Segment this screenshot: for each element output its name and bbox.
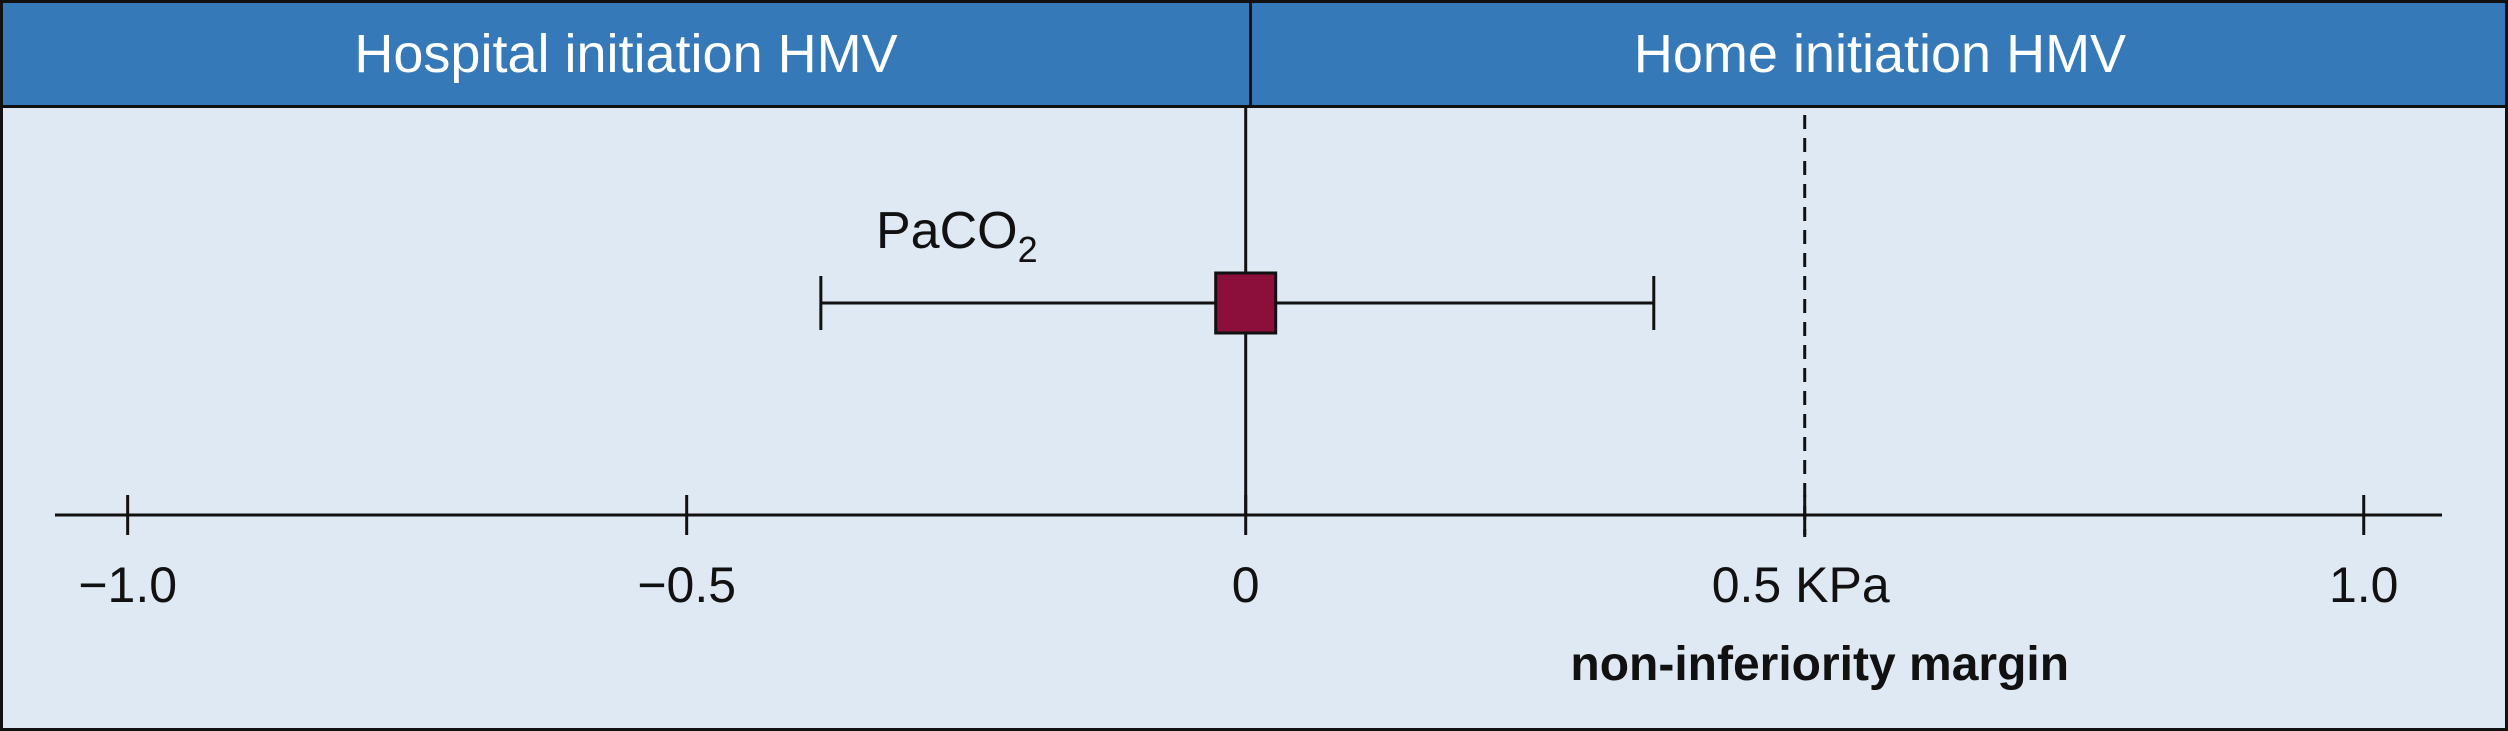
x-tick-label: 1.0: [2329, 557, 2399, 613]
x-tick-label: 0.5 KPa: [1712, 557, 1890, 613]
header-left-label: Hospital initiation HMV: [354, 24, 898, 84]
header-right-label: Home initiation HMV: [1633, 24, 2127, 84]
x-tick-label: 0: [1232, 557, 1260, 613]
x-tick-label: −0.5: [637, 557, 736, 613]
x-tick-label: −1.0: [78, 557, 177, 613]
series-label: PaCO2: [876, 202, 1038, 270]
series-label-main: PaCO: [876, 202, 1018, 260]
series-label-subscript: 2: [1018, 229, 1038, 270]
marks-layer: PaCO2: [819, 202, 1656, 335]
axis-layer: −1.0 −0.5 0 0.5 KPa 1.0 non-inferiority margi…: [55, 105, 2442, 691]
header-divider: [1249, 3, 1252, 105]
point-estimate-marker: [1214, 271, 1278, 335]
header-band: Hospital initiation HMV Home initiation …: [3, 3, 2505, 108]
margin-label: non-inferiority margin: [1570, 638, 2069, 691]
